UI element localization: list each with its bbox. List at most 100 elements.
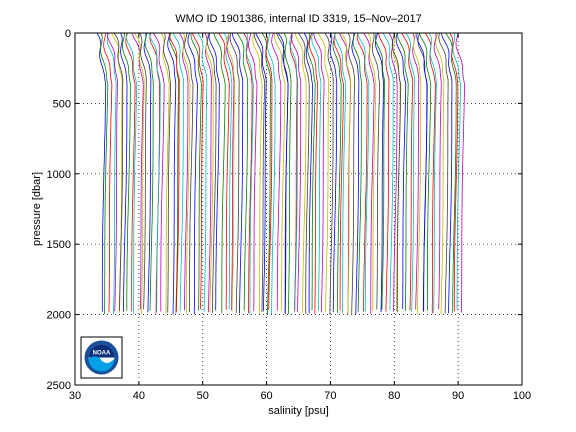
profile-line: [125, 33, 136, 312]
profile-line: [363, 33, 375, 314]
profile-line: [308, 33, 319, 314]
profile-line: [231, 33, 244, 314]
x-tick-label: 30: [69, 390, 81, 402]
profile-line: [374, 33, 385, 313]
profile-line: [226, 33, 235, 311]
profile-line: [333, 33, 344, 311]
y-tick-label: 2000: [47, 310, 71, 322]
x-tick-label: 90: [452, 390, 464, 402]
profile-line: [332, 33, 342, 313]
y-tick-label: 0: [65, 28, 71, 40]
y-axis-label: pressure [dbar]: [31, 172, 43, 246]
profile-line: [290, 33, 302, 312]
profile-line: [271, 33, 282, 311]
axes-frame: [74, 32, 523, 386]
profile-line: [418, 33, 432, 311]
profile-line: [184, 33, 194, 313]
profile-line: [357, 33, 370, 312]
profile-line: [245, 33, 254, 315]
profile-line: [121, 33, 131, 311]
profile-line: [229, 33, 240, 313]
profile-line: [204, 33, 212, 313]
profile-line: [163, 33, 172, 313]
profile-line: [218, 33, 230, 310]
profile-line: [113, 33, 124, 311]
profile-line: [134, 33, 145, 314]
profile-line: [139, 33, 147, 310]
profile-line: [208, 33, 220, 311]
x-tick-label: 80: [388, 390, 400, 402]
profile-line: [412, 33, 422, 315]
x-tick-label: 70: [324, 390, 336, 402]
profile-line: [243, 33, 253, 314]
profile-line: [252, 33, 263, 315]
profile-line: [391, 33, 402, 313]
profile-line: [143, 33, 152, 313]
profile-line: [294, 33, 307, 313]
profile-line: [103, 33, 113, 313]
profile-line: [452, 33, 461, 310]
profile-line: [266, 33, 276, 315]
profile-line: [307, 33, 316, 311]
x-tick-label: 40: [133, 390, 145, 402]
profile-line: [428, 33, 437, 313]
profile-line: [334, 33, 347, 314]
profile-line: [378, 33, 390, 312]
profile-line: [206, 33, 217, 314]
logo-sky: [88, 344, 115, 358]
profile-line: [351, 33, 360, 315]
profile-line: [352, 33, 362, 313]
profile-line: [253, 33, 266, 313]
profile-line: [277, 33, 289, 314]
profile-line: [412, 33, 420, 310]
x-axis-label: salinity [psu]: [268, 405, 329, 417]
profile-line: [100, 33, 109, 314]
profile-line: [329, 33, 338, 313]
profile-line: [182, 33, 191, 314]
x-tick-label: 50: [197, 390, 209, 402]
profile-line: [187, 33, 198, 315]
profile-line: [455, 33, 466, 313]
profile-line: [317, 33, 330, 312]
profile-line: [152, 33, 165, 312]
profile-line: [382, 33, 394, 311]
profile-line: [96, 33, 107, 312]
profile-line: [167, 33, 177, 315]
profile-line: [340, 33, 351, 315]
profile-line: [120, 33, 128, 312]
profile-line: [283, 33, 292, 315]
profile-line: [248, 33, 258, 312]
profile-line: [367, 33, 377, 311]
profile-line: [144, 33, 154, 311]
profile-line: [168, 33, 180, 312]
profile-line: [160, 33, 170, 314]
logo-wave: [88, 356, 115, 372]
profile-line: [438, 33, 449, 314]
profile-line: [107, 33, 118, 312]
profile-line: [273, 33, 286, 311]
profile-lines: [96, 33, 466, 315]
profile-line: [179, 33, 189, 311]
profile-line: [445, 33, 457, 313]
profile-line: [197, 33, 208, 313]
y-tick-label: 1000: [47, 169, 71, 181]
profile-line: [356, 33, 368, 312]
profile-line: [324, 33, 334, 315]
profile-line: [125, 33, 138, 314]
profile-line: [255, 33, 267, 312]
profile-line: [223, 33, 233, 310]
profile-line: [374, 33, 386, 310]
profile-line: [401, 33, 414, 311]
profile-line: [416, 33, 428, 311]
profile-line: [226, 33, 236, 312]
profile-line: [397, 33, 409, 311]
x-tick-label: 60: [260, 390, 272, 402]
profile-line: [311, 33, 322, 312]
profile-line: [424, 33, 436, 314]
profile-line: [169, 33, 180, 314]
profile-line: [205, 33, 214, 313]
profile-line: [298, 33, 310, 315]
profile-line: [395, 33, 407, 310]
